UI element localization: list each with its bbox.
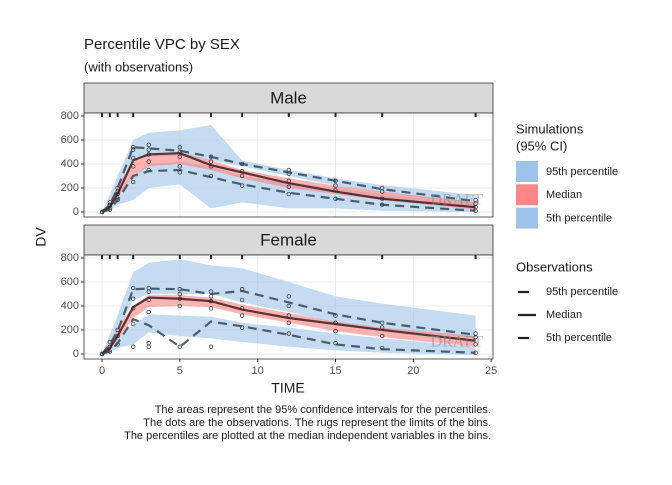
legend-label: 5th percentile [546,213,612,225]
observation-point [177,291,183,297]
observation-point [131,179,136,185]
observed-line [101,146,476,213]
panel-border [83,112,494,218]
y-tick-label: 600 [61,134,79,146]
ci-band [102,259,476,354]
y-tick-label: 400 [61,158,79,170]
watermark: DRAFT [431,334,484,351]
observation-point [146,142,151,147]
observation-point [239,313,245,318]
observation-point [473,331,478,336]
observation-point [286,320,291,325]
y-tick-label: 800 [61,110,79,122]
observation-point [146,309,151,315]
observation-point [333,341,338,346]
observation-point [146,285,151,291]
x-axis-label: TIME [271,380,304,396]
observation-point [177,164,183,169]
y-axis-label: DV [33,227,49,247]
observation-point [473,342,478,347]
observation-point [131,285,136,291]
ci-band [102,314,476,356]
y-tick-label: 600 [61,276,79,288]
observation-point [239,325,245,330]
observation-point [177,303,183,309]
y-tick-label: 0 [73,348,79,360]
legend-swatch [516,207,538,229]
observation-point [131,344,136,349]
observation-point [380,333,385,339]
legend-label: 95th percentile [546,286,618,298]
legend-label: Median [546,189,582,201]
observation-point [286,191,291,197]
observation-point [131,145,136,150]
observation-point [286,303,291,309]
observation-point [131,147,136,152]
strip-label: Male [270,88,307,107]
strip-label: Female [260,230,317,249]
x-tick-label: 25 [485,365,497,377]
observed-line [101,317,476,356]
x-tick-label: 5 [177,365,183,377]
legend-swatch [516,184,538,206]
observation-point [146,341,151,346]
legend-label: Median [546,309,582,321]
observed-line [101,168,476,214]
chart-title: Percentile VPC by SEX [84,36,240,53]
chart-subtitle: (with observations) [84,59,193,74]
legend-label: 5th percentile [546,332,612,344]
x-tick-label: 20 [407,365,419,377]
watermark: DRAFT [431,192,484,209]
observation-point [333,183,338,188]
ci-band [102,124,476,212]
observation-point [239,173,245,179]
observed-line [101,152,476,213]
legend-swatch [516,161,538,182]
y-tick-label: 200 [61,324,79,336]
legend-title: (95% CI) [516,138,567,153]
x-tick-label: 10 [252,365,264,377]
observation-point [473,197,478,203]
observation-point [131,321,136,327]
observation-point [131,296,136,301]
observation-point [146,159,151,164]
observation-point [177,344,183,349]
observation-point [286,294,291,299]
observation-point [208,344,214,349]
observation-point [177,154,183,159]
observation-point [239,297,245,303]
strip [83,82,494,114]
x-tick-label: 0 [99,365,105,377]
observed-line [101,296,476,355]
observation-point [208,159,214,164]
observation-point [333,329,338,334]
caption: The areas represent the 95% confidence i… [155,404,491,416]
y-tick-label: 0 [73,206,79,218]
y-tick-label: 400 [61,300,79,312]
observation-point [177,145,183,150]
panel-border [83,254,494,360]
observation-point [286,184,291,189]
legend-title: Observations [516,259,593,274]
y-tick-label: 200 [61,182,79,194]
observation-point [208,306,214,311]
observation-point [286,331,291,336]
caption: The percentiles are plotted at the media… [124,430,491,442]
observation-point [239,183,245,188]
legend-label: 95th percentile [546,166,618,178]
strip [83,224,494,256]
y-tick-label: 800 [61,252,79,264]
observed-line [101,287,476,355]
caption: The dots are the observations. The rugs … [143,417,491,429]
legend-title: Simulations [516,121,584,136]
x-tick-label: 15 [329,365,341,377]
